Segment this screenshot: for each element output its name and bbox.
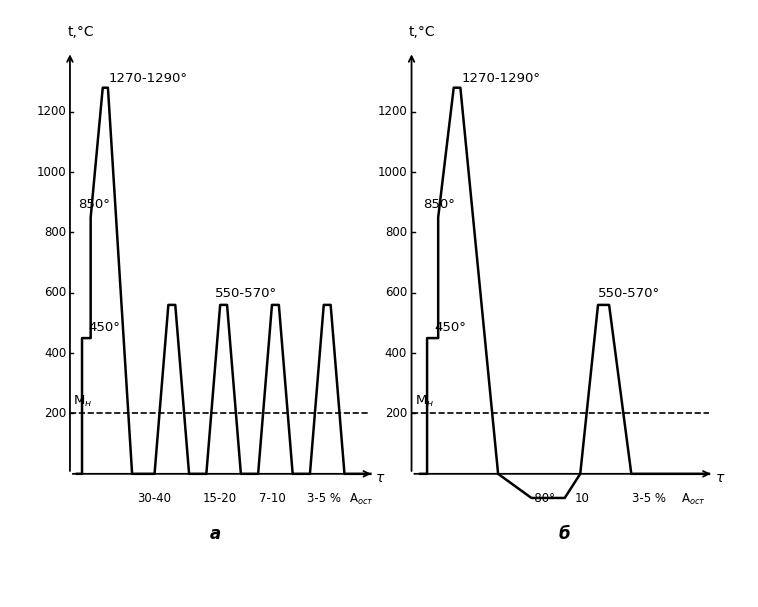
Text: 3-5 %: 3-5 % — [632, 492, 666, 505]
Text: 1000: 1000 — [37, 166, 67, 178]
Text: М$_н$: М$_н$ — [73, 394, 92, 409]
Text: t,°C: t,°C — [67, 25, 94, 39]
Text: 850°: 850° — [423, 198, 455, 211]
Text: τ: τ — [716, 472, 724, 486]
Text: 200: 200 — [385, 407, 407, 420]
Text: 800: 800 — [45, 226, 67, 239]
Text: 1000: 1000 — [377, 166, 407, 178]
Text: А$_{ост}$: А$_{ост}$ — [349, 492, 374, 507]
Text: 850°: 850° — [79, 198, 111, 211]
Text: 550-570°: 550-570° — [598, 287, 660, 300]
Text: τ: τ — [375, 472, 384, 486]
Text: б: б — [559, 525, 571, 543]
Text: 7-10: 7-10 — [258, 492, 285, 505]
Text: 1270-1290°: 1270-1290° — [462, 72, 540, 85]
Text: 1200: 1200 — [377, 106, 407, 118]
Text: 550-570°: 550-570° — [215, 287, 277, 300]
Text: 1270-1290°: 1270-1290° — [109, 72, 188, 85]
Text: 800: 800 — [385, 226, 407, 239]
Text: -80°: -80° — [530, 492, 555, 505]
Text: М$_н$: М$_н$ — [415, 394, 434, 409]
Text: 30-40: 30-40 — [137, 492, 171, 505]
Text: 400: 400 — [385, 347, 407, 360]
Text: 3-5 %: 3-5 % — [307, 492, 341, 505]
Text: t,°C: t,°C — [409, 25, 435, 39]
Text: 600: 600 — [44, 287, 67, 299]
Text: а: а — [209, 525, 221, 543]
Text: 450°: 450° — [88, 320, 120, 334]
Text: 200: 200 — [44, 407, 67, 420]
Text: 400: 400 — [44, 347, 67, 360]
Text: 600: 600 — [385, 287, 407, 299]
Text: 1200: 1200 — [36, 106, 67, 118]
Text: 10: 10 — [575, 492, 590, 505]
Text: 450°: 450° — [435, 320, 467, 334]
Text: 15-20: 15-20 — [203, 492, 237, 505]
Text: А$_{ост}$: А$_{ост}$ — [681, 492, 706, 507]
